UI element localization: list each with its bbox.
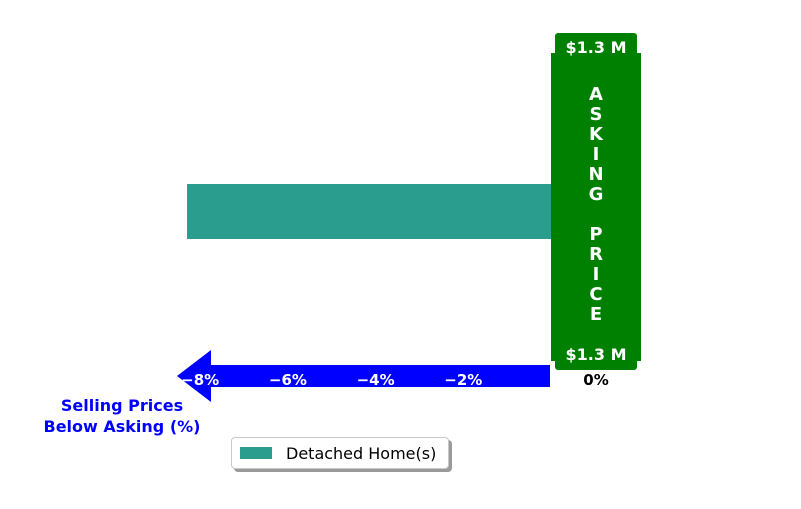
x-tick-labels: −8% −6% −4% −2% 0% xyxy=(181,371,609,389)
asking-price-letter: N xyxy=(588,164,603,185)
asking-price-letter: R xyxy=(589,244,603,265)
x-tick-label: −4% xyxy=(357,371,395,389)
x-tick-label: −6% xyxy=(269,371,307,389)
asking-price-letter: S xyxy=(590,104,603,125)
asking-price-letter: A xyxy=(589,84,603,105)
x-tick-label: −8% xyxy=(181,371,219,389)
legend-swatch-detached-homes xyxy=(240,447,272,459)
x-tick-label: 0% xyxy=(583,371,608,389)
asking-price-letter: I xyxy=(593,264,600,285)
asking-price-letter: P xyxy=(589,224,602,245)
bar-group xyxy=(187,184,552,239)
asking-price-letter: K xyxy=(589,124,604,145)
asking-price-box xyxy=(551,53,641,361)
asking-price-top-value: $1.3 M xyxy=(566,38,627,57)
asking-price-letter: G xyxy=(589,184,604,205)
x-axis-label: Selling Prices Below Asking (%) xyxy=(22,395,222,437)
asking-price-top-badge xyxy=(555,33,637,61)
asking-price-letter: C xyxy=(589,284,602,305)
x-axis-arrow xyxy=(177,350,550,402)
axis-arrow-shaft xyxy=(210,365,550,387)
bar-detached-homes xyxy=(187,184,552,239)
legend-label-detached-homes: Detached Home(s) xyxy=(286,443,437,463)
x-axis-label-line2: Below Asking (%) xyxy=(43,417,201,436)
axis-arrow-head xyxy=(177,350,211,402)
x-axis-label-line1: Selling Prices xyxy=(60,396,184,415)
asking-price-bottom-value: $1.3 M xyxy=(566,345,627,364)
asking-price-letter: E xyxy=(590,304,602,325)
legend: Detached Home(s) xyxy=(231,437,449,469)
x-tick-label: −2% xyxy=(444,371,482,389)
asking-price-letter: I xyxy=(593,144,600,165)
asking-price-bottom-badge xyxy=(555,341,637,370)
